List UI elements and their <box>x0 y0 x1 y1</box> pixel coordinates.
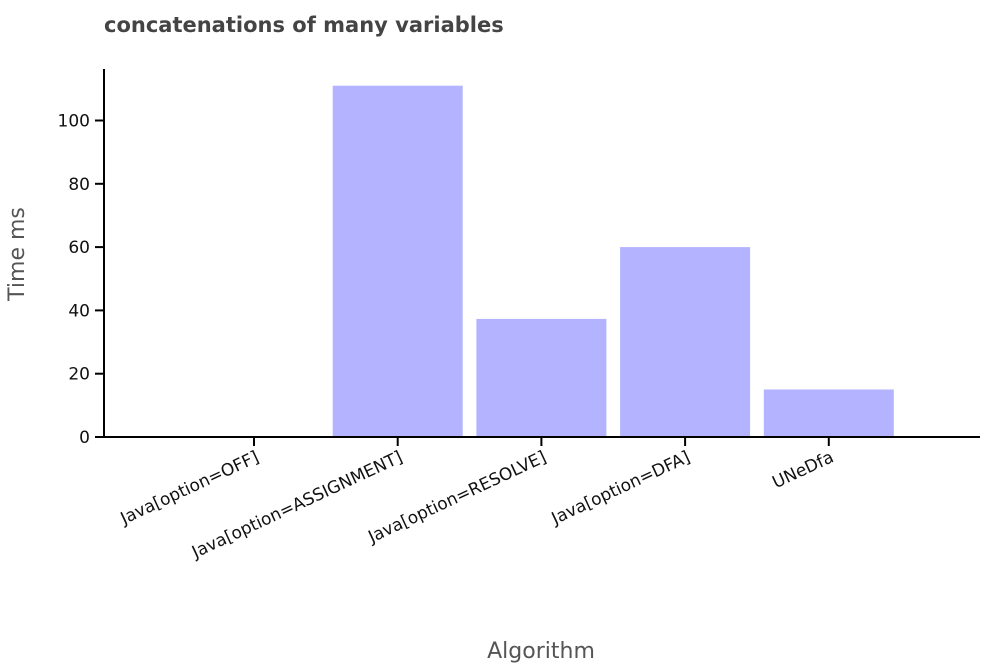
x-tick-label: Java[option=OFF] <box>117 447 262 529</box>
y-tick-label: 100 <box>58 112 90 132</box>
y-tick-label: 0 <box>79 428 90 448</box>
x-tick-label: UNeDfa <box>769 447 836 493</box>
bar-2 <box>476 318 607 437</box>
x-tick-label: Java[option=DFA] <box>548 447 693 529</box>
y-tick-label: 80 <box>68 175 90 195</box>
y-tick-label: 40 <box>68 301 90 321</box>
y-tick-label: 20 <box>68 365 90 385</box>
x-axis-label: Algorithm <box>487 639 595 664</box>
x-axis-ticks: Java[option=OFF]Java[option=ASSIGNMENT]J… <box>117 437 837 563</box>
bar-3 <box>620 247 751 437</box>
bar-4 <box>763 389 894 437</box>
y-axis-ticks: 0 20 40 60 80 100 <box>58 112 104 448</box>
y-axis-label: Time ms <box>5 207 30 302</box>
y-tick-label: 60 <box>68 238 90 258</box>
bars <box>332 85 894 437</box>
bar-1 <box>332 85 463 437</box>
chart-title: concatenations of many variables <box>104 13 504 37</box>
